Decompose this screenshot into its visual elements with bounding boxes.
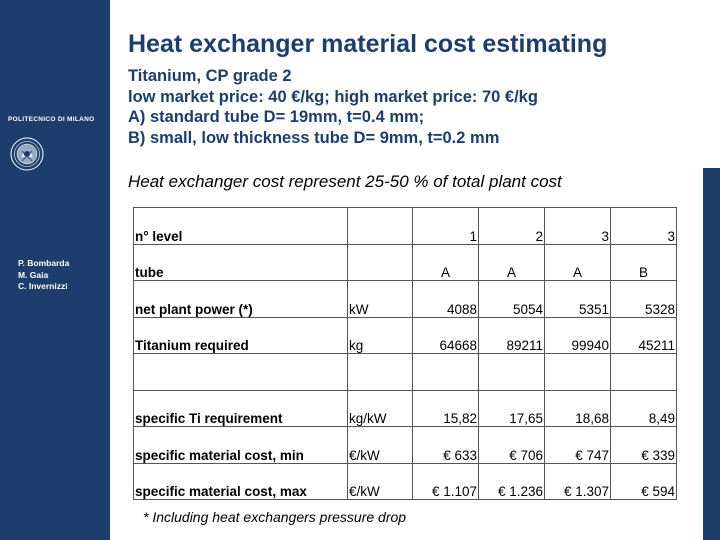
table-cell [478,353,545,391]
table-cell: 64668 [412,316,479,354]
table-cell: € 339 [610,426,677,464]
row-label: tube [133,243,348,281]
table-cell: 17,65 [478,389,545,427]
institution-name: POLITECNICO DI MILANO [8,116,95,123]
table-cell: 4088 [412,280,479,318]
author-name: P. Bombarda [18,258,70,268]
table-cell [544,353,611,391]
table-cell: 3 [610,207,677,245]
table-cell: 2 [478,207,545,245]
row-unit: €/kW [347,462,413,500]
page-title: Heat exchanger material cost estimating [128,30,608,58]
table-cell: 18,68 [544,389,611,427]
table-cell: A [544,243,611,281]
table-cell: 89211 [478,316,545,354]
table-cell: 15,82 [412,389,479,427]
table-row: Titanium required kg 64668 89211 99940 45211 [133,316,677,354]
row-unit [347,353,413,391]
table-cell: 99940 [544,316,611,354]
author-name: M. Gaia [18,269,49,280]
table-cell: 5328 [610,280,677,318]
row-label: Titanium required [133,316,348,354]
table-cell: € 1.107 [412,462,479,500]
row-unit: €/kW [347,426,413,464]
table-cell [412,353,479,391]
subtitle-line: low market price: 40 €/kg; high market p… [128,87,538,106]
row-label: net plant power (*) [133,280,348,318]
table-cell: € 594 [610,462,677,500]
table-cell: € 747 [544,426,611,464]
author-list: P. Bombarda M. Gaia C. Invernizzi [18,258,69,293]
footnote: * Including heat exchangers pressure dro… [143,509,407,525]
row-label [133,353,348,391]
row-unit: kg [347,316,413,354]
table-row [133,353,677,391]
table-cell: 5054 [478,280,545,318]
subtitle-line: Titanium, CP grade 2 [128,67,292,85]
table-cell: B [610,243,677,281]
table-cell: 5351 [544,280,611,318]
row-label: specific Ti requirement [133,389,348,427]
table-cell: A [412,243,479,281]
table-cell: 3 [544,207,611,245]
right-accent-bar [703,168,720,540]
cost-note: Heat exchanger cost represent 25-50 % of… [128,172,562,191]
table-cell: 45211 [610,316,677,354]
table-cell [610,353,677,391]
university-seal-icon [10,137,44,171]
table-row: tube A A A B [133,243,677,281]
table-cell: € 1.307 [544,462,611,500]
row-unit: kg/kW [347,389,413,427]
row-unit [347,207,413,245]
table-row: specific material cost, min €/kW € 633 € 70… [133,426,677,464]
row-unit: kW [347,280,413,318]
row-unit [347,243,413,281]
table-cell: A [478,243,545,281]
table-cell: € 706 [478,426,545,464]
table-cell: 1 [412,207,479,245]
table-row: net plant power (*) kW 4088 5054 5351 5328 [133,280,677,318]
table-cell: € 633 [412,426,479,464]
left-sidebar: POLITECNICO DI MILANO P. Bombarda M. Gai… [0,0,110,540]
row-label: specific material cost, min [133,426,348,464]
table-row: n° level 1 2 3 3 [133,207,677,245]
row-label: n° level [133,207,348,245]
table-row: specific Ti requirement kg/kW 15,82 17,65 18… [133,389,677,427]
subtitle-line: B) small, low thickness tube D= 9mm, t=0… [128,128,500,147]
subtitle-block: Titanium, CP grade 2 low market price: 4… [128,66,538,148]
subtitle-line: A) standard tube D= 19mm, t=0.4 mm; [128,108,425,126]
table-row: specific material cost, max €/kW € 1.107 € … [133,462,677,500]
row-label: specific material cost, max [133,462,348,500]
table-cell: 8,49 [610,389,677,427]
author-name: C. Invernizzi [18,281,68,291]
table-cell: € 1.236 [478,462,545,500]
